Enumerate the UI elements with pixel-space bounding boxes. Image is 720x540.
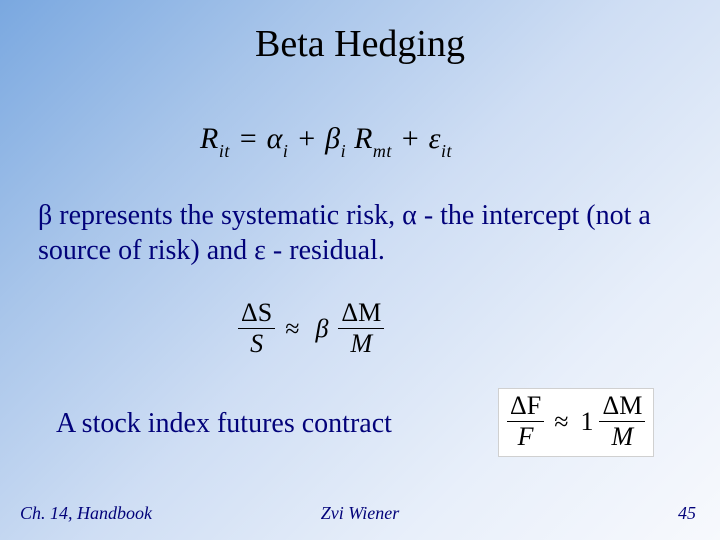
text-futures-contract: A stock index futures contract <box>56 408 392 440</box>
slide: Beta Hedging Rit = αi + βi Rmt + εit β r… <box>0 0 720 540</box>
eq1-alpha: α <box>267 122 283 155</box>
eq3-M: M <box>599 421 645 450</box>
eq1-sub-i2: i <box>341 141 347 161</box>
equation-regression: Rit = αi + βi Rmt + εit <box>200 122 452 160</box>
eq2-dM: ΔM <box>341 298 381 327</box>
eq2-dS: ΔS <box>241 298 272 327</box>
footer-author: Zvi Wiener <box>0 503 720 524</box>
eq3-dF: ΔF <box>510 391 541 420</box>
eq2-M: M <box>338 328 384 357</box>
eq3-one: 1 <box>578 407 595 437</box>
eq2-S: S <box>238 328 275 357</box>
eq3-dM: ΔM <box>602 391 642 420</box>
eq1-plus1: + <box>288 122 325 155</box>
eq3-frac-f: ΔF F <box>507 393 544 450</box>
equation-ds-over-s: ΔS S ≈ β ΔM M <box>238 300 384 357</box>
eq1-sub-it: it <box>219 141 230 161</box>
eq1-equals: = <box>230 122 267 155</box>
para-eps: ε <box>254 235 266 266</box>
para-t1: represents the systematic risk, <box>52 200 402 231</box>
eq1-eps: ε <box>429 122 441 155</box>
eq2-approx: ≈ <box>279 314 305 344</box>
para-alpha: α <box>402 200 417 231</box>
paragraph-explanation: β represents the systematic risk, α - th… <box>38 198 682 268</box>
eq1-sub-i1: i <box>283 141 289 161</box>
eq1-Rm: R <box>346 122 373 155</box>
eq3-approx: ≈ <box>548 407 574 437</box>
eq2-beta: β <box>309 314 334 344</box>
para-beta: β <box>38 200 52 231</box>
eq3-F: F <box>507 421 544 450</box>
equation-df-over-f-box: ΔF F ≈ 1 ΔM M <box>498 388 654 457</box>
eq2-frac-m: ΔM M <box>338 300 384 357</box>
eq1-sub-mt: mt <box>373 141 392 161</box>
footer-page-number: 45 <box>678 503 696 524</box>
eq2-frac-s: ΔS S <box>238 300 275 357</box>
eq1-sub-it2: it <box>441 141 452 161</box>
eq1-beta: β <box>325 122 340 155</box>
eq3-frac-m: ΔM M <box>599 393 645 450</box>
eq1-plus2: + <box>392 122 429 155</box>
para-t3: - residual. <box>266 235 385 266</box>
eq1-R: R <box>200 122 219 155</box>
slide-title: Beta Hedging <box>0 0 720 66</box>
